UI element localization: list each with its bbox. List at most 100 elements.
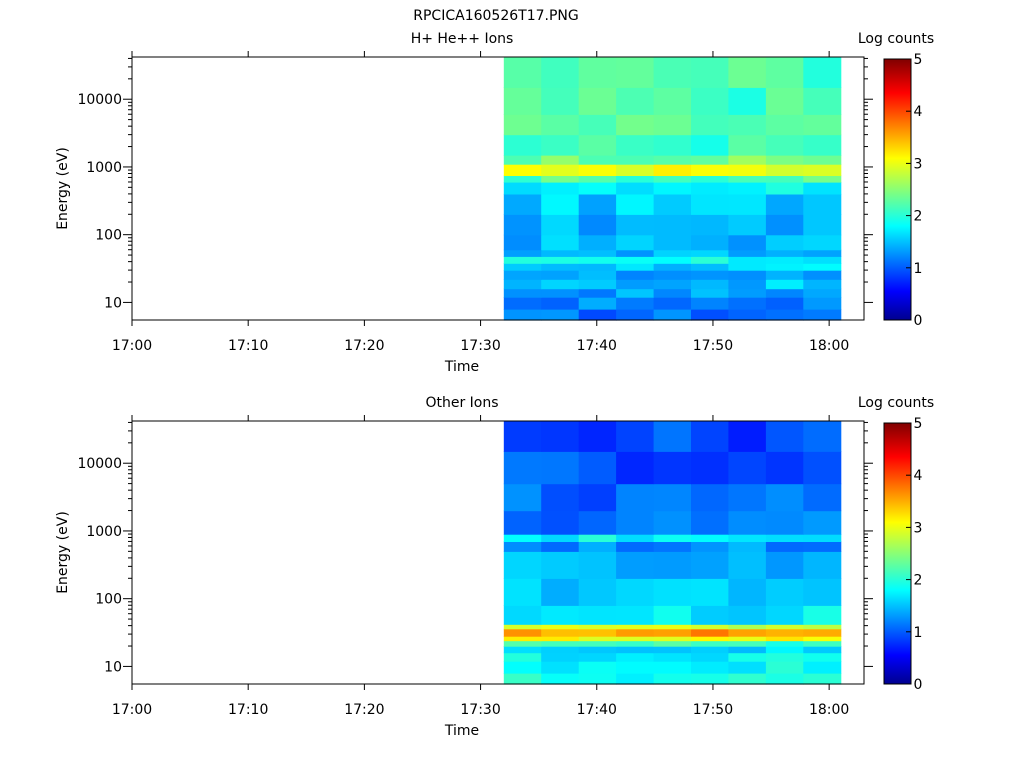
heatmap-cell	[728, 57, 767, 88]
heatmap-cell	[503, 182, 542, 195]
heatmap-cell	[728, 175, 767, 183]
heatmap-cell	[616, 551, 655, 579]
heatmap-cell	[691, 297, 729, 310]
heatmap-cell	[691, 155, 729, 165]
heatmap-cell	[503, 661, 542, 674]
heatmap-cell	[541, 155, 580, 165]
heatmap-cell	[803, 182, 842, 195]
heatmap-cell	[503, 263, 542, 271]
x-tick-label: 17:10	[228, 702, 268, 718]
heatmap-cell	[691, 270, 729, 280]
heatmap-cell	[803, 309, 842, 321]
heatmap-cell	[653, 628, 692, 637]
heatmap-cell	[616, 175, 655, 183]
heatmap-cell	[541, 624, 580, 630]
heatmap-cell	[653, 483, 692, 512]
heatmap-cell	[503, 510, 542, 535]
colorbar	[883, 58, 912, 321]
y-axis-label: Energy (eV)	[55, 147, 71, 230]
heatmap-cell	[728, 182, 767, 195]
heatmap-cell	[653, 534, 692, 542]
heatmap-cell	[803, 279, 842, 290]
heatmap-cell	[503, 193, 542, 215]
heatmap-cell	[541, 270, 580, 280]
heatmap-cell	[541, 451, 580, 485]
colorbar-label: Log counts	[858, 395, 934, 411]
heatmap-cell	[578, 114, 617, 136]
plot-frame	[131, 420, 865, 685]
heatmap-cell	[616, 57, 655, 88]
heatmap-cell	[616, 673, 655, 685]
heatmap-cell	[765, 309, 804, 321]
heatmap-cell	[803, 249, 842, 257]
heatmap-cell	[578, 256, 617, 264]
heatmap-cell	[503, 624, 542, 630]
panel-h-he-ions: H+ He++ Ions 17:00 17:10 17:20 17:30 17:40 17:…	[55, 31, 934, 375]
heatmap-cell	[503, 297, 542, 310]
heatmap-cell	[728, 451, 767, 485]
y-tick-label: 10	[104, 659, 122, 675]
heatmap-cell	[728, 624, 767, 630]
heatmap-cell	[765, 578, 804, 606]
x-tick-label: 17:00	[112, 338, 152, 354]
heatmap-cell	[503, 270, 542, 280]
x-tick-label: 17:20	[344, 338, 384, 354]
colorbar-tick-label: 4	[914, 104, 923, 120]
heatmap-cell	[803, 270, 842, 280]
heatmap-cell	[803, 175, 842, 183]
panel-title: Other Ions	[425, 395, 498, 411]
heatmap-cell	[728, 256, 767, 264]
heatmap-cell	[653, 673, 692, 685]
heatmap-cell	[765, 451, 804, 485]
heatmap-cell	[728, 114, 767, 136]
heatmap-cell	[803, 421, 842, 452]
heatmap-cell	[728, 640, 767, 647]
heatmap-cell	[578, 578, 617, 606]
heatmap-cell	[616, 155, 655, 165]
heatmap-cell	[765, 624, 804, 630]
heatmap-cell	[728, 483, 767, 512]
heatmap-cell	[691, 182, 729, 195]
heatmap-cell	[578, 510, 617, 535]
heatmap-cell	[728, 652, 767, 662]
heatmap-cell	[616, 288, 655, 298]
heatmap-cell	[616, 134, 655, 156]
heatmap-cell	[653, 297, 692, 310]
heatmap-cell	[616, 234, 655, 251]
heatmap-cell	[503, 646, 542, 654]
x-tick-label: 18:00	[809, 338, 849, 354]
heatmap-cell	[578, 175, 617, 183]
y-tick-label: 100	[95, 228, 122, 244]
heatmap-cell	[691, 510, 729, 535]
heatmap-cell	[578, 661, 617, 674]
heatmap-cell	[803, 628, 842, 637]
heatmap-cell	[578, 249, 617, 257]
heatmap-cell	[578, 309, 617, 321]
heatmap-cell	[765, 605, 804, 625]
heatmap-cell	[765, 652, 804, 662]
colorbar-tick-label: 5	[914, 416, 923, 432]
heatmap-cell	[691, 451, 729, 485]
x-tick-label: 17:10	[228, 338, 268, 354]
heatmap-cell	[728, 673, 767, 685]
heatmap-cell	[653, 175, 692, 183]
heatmap-cell	[503, 249, 542, 257]
heatmap-cell	[691, 551, 729, 579]
heatmap-cell	[578, 673, 617, 685]
heatmap-cell	[803, 297, 842, 310]
heatmap-cell	[691, 309, 729, 321]
heatmap-cell	[765, 182, 804, 195]
heatmap-cell	[653, 249, 692, 257]
heatmap-cell	[578, 483, 617, 512]
heatmap-cell	[541, 510, 580, 535]
colorbar-label: Log counts	[858, 31, 934, 47]
y-tick-label: 10000	[77, 92, 122, 108]
heatmap-cell	[503, 628, 542, 637]
heatmap-cell	[653, 624, 692, 630]
heatmap-cell	[541, 193, 580, 215]
heatmap-cell	[541, 534, 580, 542]
x-axis-label: Time	[444, 359, 479, 375]
heatmap-cell	[765, 640, 804, 647]
heatmap-cell	[503, 605, 542, 625]
heatmap-cell	[503, 640, 542, 647]
